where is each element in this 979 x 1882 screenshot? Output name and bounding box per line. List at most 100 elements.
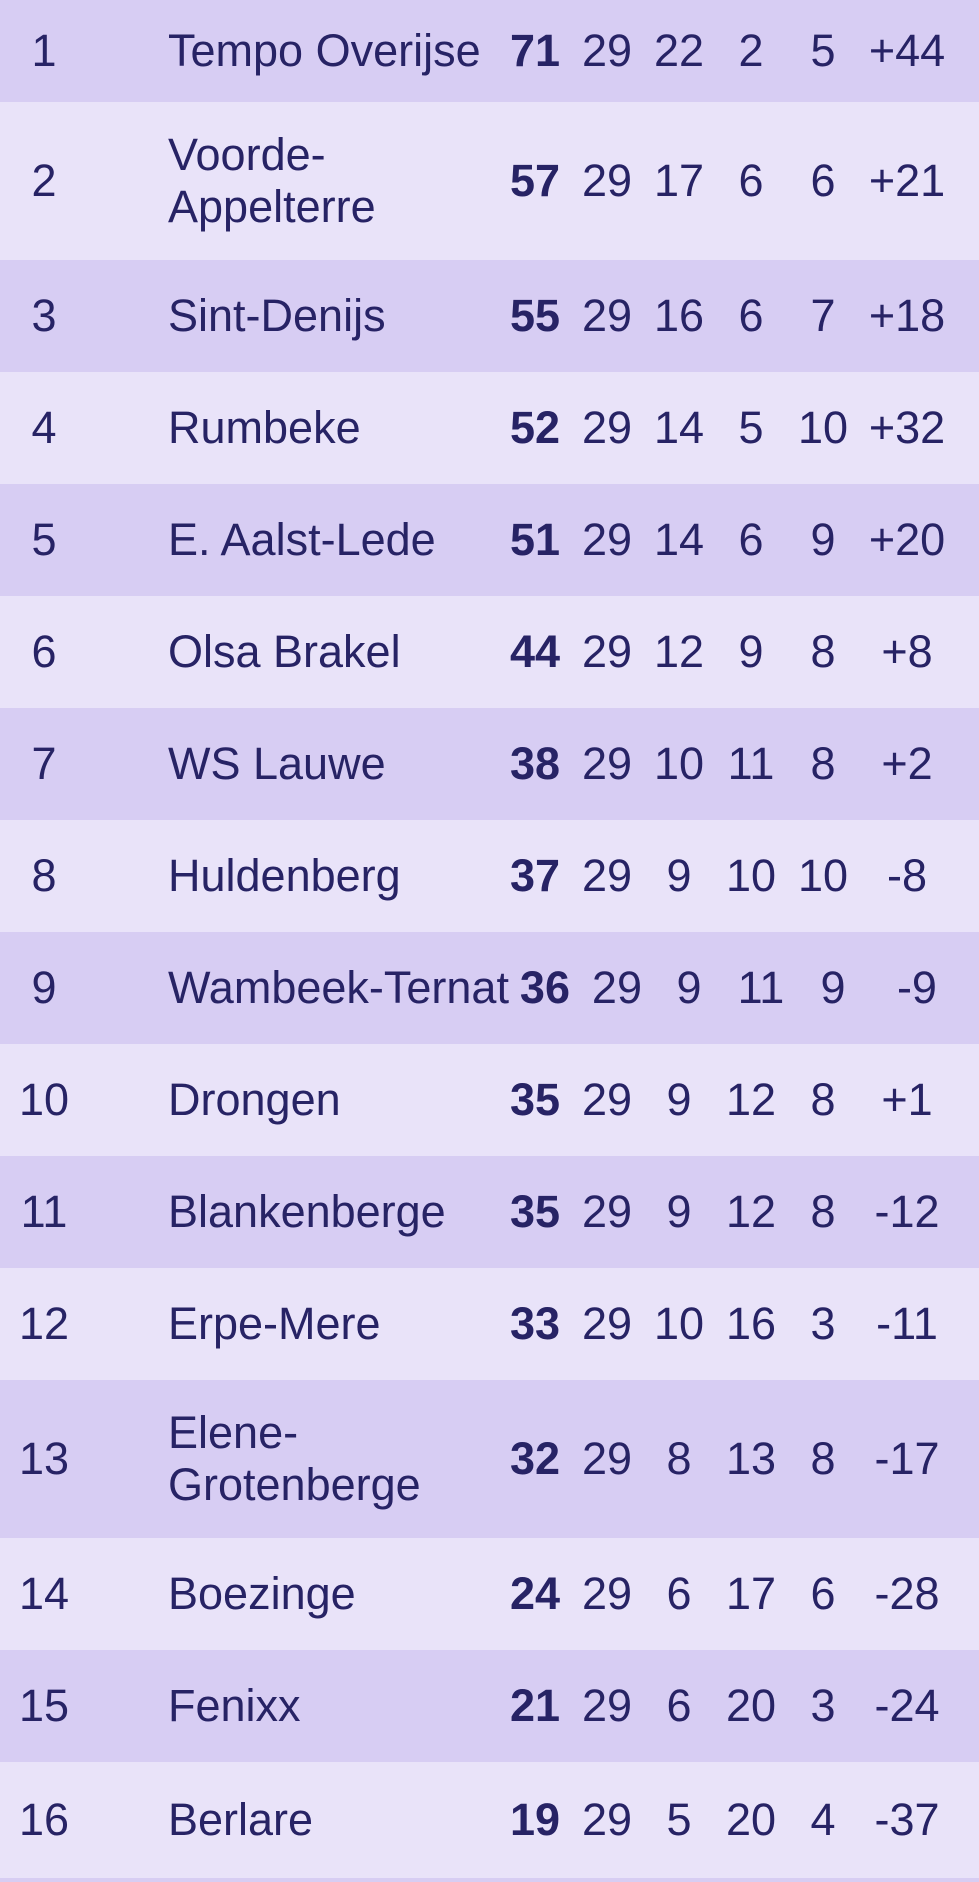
team-goal-difference: +18 (868, 290, 946, 341)
team-goal-difference: -8 (886, 850, 927, 901)
table-row[interactable]: 8 Huldenberg 37 29 9 10 10 -8 (0, 820, 979, 932)
team-losses: 16 (725, 1298, 777, 1349)
team-losses: 6 (738, 290, 764, 341)
table-row[interactable]: 2 Voorde- Appelterre 57 29 17 6 6 +21 (0, 102, 979, 260)
team-played: 29 (581, 850, 633, 901)
team-points: 52 (509, 402, 561, 453)
team-losses: 20 (725, 1794, 777, 1845)
team-wins: 6 (666, 1680, 692, 1731)
team-goal-difference: -28 (874, 1568, 940, 1619)
table-row[interactable]: 5 E. Aalst-Lede 51 29 14 6 9 +20 (0, 484, 979, 596)
team-position: 7 (31, 738, 57, 789)
team-goal-difference: +44 (868, 25, 946, 76)
team-losses: 13 (725, 1433, 777, 1484)
team-wins: 9 (666, 1074, 692, 1125)
team-name: Huldenberg (168, 850, 401, 901)
team-losses: 11 (737, 962, 785, 1013)
team-losses: 2 (738, 25, 764, 76)
team-position: 6 (31, 626, 57, 677)
table-row[interactable]: 6 Olsa Brakel 44 29 12 9 8 +8 (0, 596, 979, 708)
team-points: 57 (509, 155, 561, 206)
team-goal-difference: -24 (874, 1680, 940, 1731)
team-draws: 9 (820, 962, 846, 1013)
table-row[interactable]: 12 Erpe-Mere 33 29 10 16 3 -11 (0, 1268, 979, 1380)
table-row[interactable]: 16 Berlare 19 29 5 20 4 -37 (0, 1762, 979, 1878)
team-position: 4 (31, 402, 57, 453)
team-draws: 6 (810, 155, 836, 206)
team-position: 9 (31, 962, 57, 1013)
team-wins: 6 (666, 1568, 692, 1619)
team-goal-difference: -17 (874, 1433, 940, 1484)
team-played: 29 (581, 155, 633, 206)
team-points: 71 (509, 25, 561, 76)
team-losses: 6 (738, 155, 764, 206)
team-points: 33 (509, 1298, 561, 1349)
team-losses: 11 (727, 738, 775, 789)
team-played: 29 (581, 1074, 633, 1125)
team-goal-difference: -11 (876, 1298, 938, 1349)
team-name: Olsa Brakel (168, 626, 401, 677)
team-draws: 8 (810, 1186, 836, 1237)
table-row[interactable]: 3 Sint-Denijs 55 29 16 6 7 +18 (0, 260, 979, 372)
team-points: 37 (509, 850, 561, 901)
table-row[interactable]: 9 Wambeek-Ternat 36 29 9 11 9 -9 (0, 932, 979, 1044)
team-name: Blankenberge (168, 1186, 446, 1237)
team-position: 14 (18, 1568, 70, 1619)
team-losses: 5 (738, 402, 764, 453)
table-row[interactable]: 7 WS Lauwe 38 29 10 11 8 +2 (0, 708, 979, 820)
team-goal-difference: +8 (881, 626, 933, 677)
team-played: 29 (581, 1433, 633, 1484)
table-row[interactable]: 4 Rumbeke 52 29 14 5 10 +32 (0, 372, 979, 484)
team-goal-difference: +32 (868, 402, 946, 453)
team-goal-difference: -9 (896, 962, 937, 1013)
team-played: 29 (581, 290, 633, 341)
team-position: 15 (18, 1680, 70, 1731)
team-name: Elene- Grotenberge (168, 1407, 421, 1510)
team-draws: 8 (810, 1433, 836, 1484)
team-played: 29 (581, 1298, 633, 1349)
team-points: 51 (509, 514, 561, 565)
table-row[interactable]: 10 Drongen 35 29 9 12 8 +1 (0, 1044, 979, 1156)
team-wins: 17 (653, 155, 705, 206)
table-row[interactable]: 15 Fenixx 21 29 6 20 3 -24 (0, 1650, 979, 1762)
team-played: 29 (581, 402, 633, 453)
team-name: Fenixx (168, 1680, 301, 1731)
team-name: Erpe-Mere (168, 1298, 381, 1349)
team-position: 10 (18, 1074, 70, 1125)
team-name: Tempo Overijse (168, 25, 481, 76)
team-played: 29 (581, 1568, 633, 1619)
team-position: 11 (20, 1186, 68, 1237)
team-draws: 6 (810, 1568, 836, 1619)
team-wins: 5 (666, 1794, 692, 1845)
team-losses: 12 (725, 1074, 777, 1125)
team-wins: 8 (666, 1433, 692, 1484)
team-name: Berlare (168, 1794, 314, 1845)
team-played: 29 (581, 626, 633, 677)
team-points: 55 (509, 290, 561, 341)
team-position: 3 (31, 290, 57, 341)
team-goal-difference: -12 (874, 1186, 940, 1237)
team-points: 24 (509, 1568, 561, 1619)
table-row[interactable]: 1 Tempo Overijse 71 29 22 2 5 +44 (0, 0, 979, 102)
team-draws: 5 (810, 25, 836, 76)
team-position: 1 (31, 25, 57, 76)
team-goal-difference: +20 (868, 514, 946, 565)
team-draws: 3 (810, 1298, 836, 1349)
team-losses: 6 (738, 514, 764, 565)
team-position: 13 (18, 1433, 70, 1484)
table-row[interactable]: 14 Boezinge 24 29 6 17 6 -28 (0, 1538, 979, 1650)
team-points: 44 (509, 626, 561, 677)
team-wins: 10 (653, 738, 705, 789)
team-position: 12 (18, 1298, 70, 1349)
team-wins: 10 (653, 1298, 705, 1349)
team-wins: 12 (653, 626, 705, 677)
next-row-partial (0, 1878, 979, 1882)
team-name: E. Aalst-Lede (168, 514, 436, 565)
table-row[interactable]: 13 Elene- Grotenberge 32 29 8 13 8 -17 (0, 1380, 979, 1538)
team-draws: 7 (810, 290, 836, 341)
team-position: 16 (18, 1794, 70, 1845)
team-position: 5 (31, 514, 57, 565)
table-row[interactable]: 11 Blankenberge 35 29 9 12 8 -12 (0, 1156, 979, 1268)
team-draws: 8 (810, 626, 836, 677)
